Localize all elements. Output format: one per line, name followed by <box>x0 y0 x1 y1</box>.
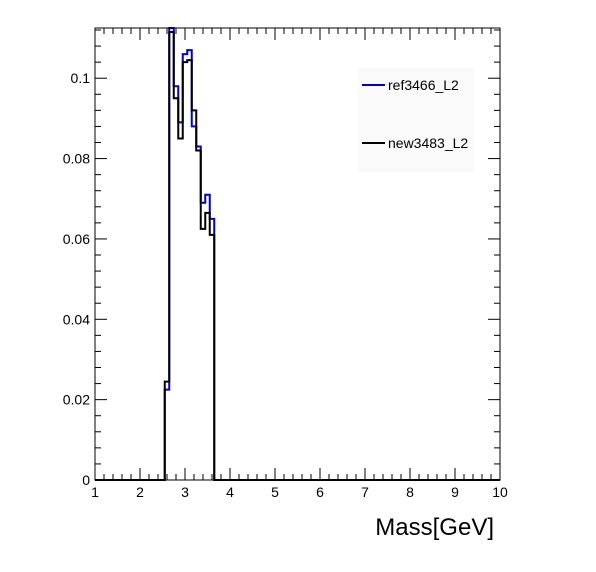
x-tick-label: 7 <box>361 484 369 500</box>
x-axis-tick-labels: 1 2 3 4 5 6 7 8 9 10 <box>91 484 508 500</box>
series-line-new3483_L2 <box>95 31 500 481</box>
x-tick-label: 10 <box>492 484 508 500</box>
y-tick-label: 0.02 <box>63 392 90 408</box>
x-tick-label: 2 <box>136 484 144 500</box>
y-tick-label: 0 <box>82 472 90 488</box>
legend-label: new3483_L2 <box>388 135 468 151</box>
x-axis-title: Mass[GeV] <box>375 514 494 541</box>
x-tick-label: 6 <box>316 484 324 500</box>
plot-frame <box>94 27 501 481</box>
legend: ref3466_L2 new3483_L2 <box>362 77 468 151</box>
y-tick-label: 0.04 <box>63 311 90 327</box>
x-tick-label: 5 <box>271 484 279 500</box>
y-axis-ticks <box>95 29 500 481</box>
x-tick-label: 8 <box>406 484 414 500</box>
x-tick-label: 1 <box>91 484 99 500</box>
y-tick-label: 0.08 <box>63 151 90 167</box>
y-tick-label: 0.1 <box>71 70 91 86</box>
x-axis-ticks <box>94 28 501 480</box>
x-tick-label: 9 <box>451 484 459 500</box>
y-tick-label: 0.06 <box>63 231 90 247</box>
y-axis-tick-labels: 0 0.02 0.04 0.06 0.08 0.1 <box>63 70 90 488</box>
x-tick-label: 3 <box>181 484 189 500</box>
x-tick-label: 4 <box>226 484 234 500</box>
legend-label: ref3466_L2 <box>388 77 459 93</box>
